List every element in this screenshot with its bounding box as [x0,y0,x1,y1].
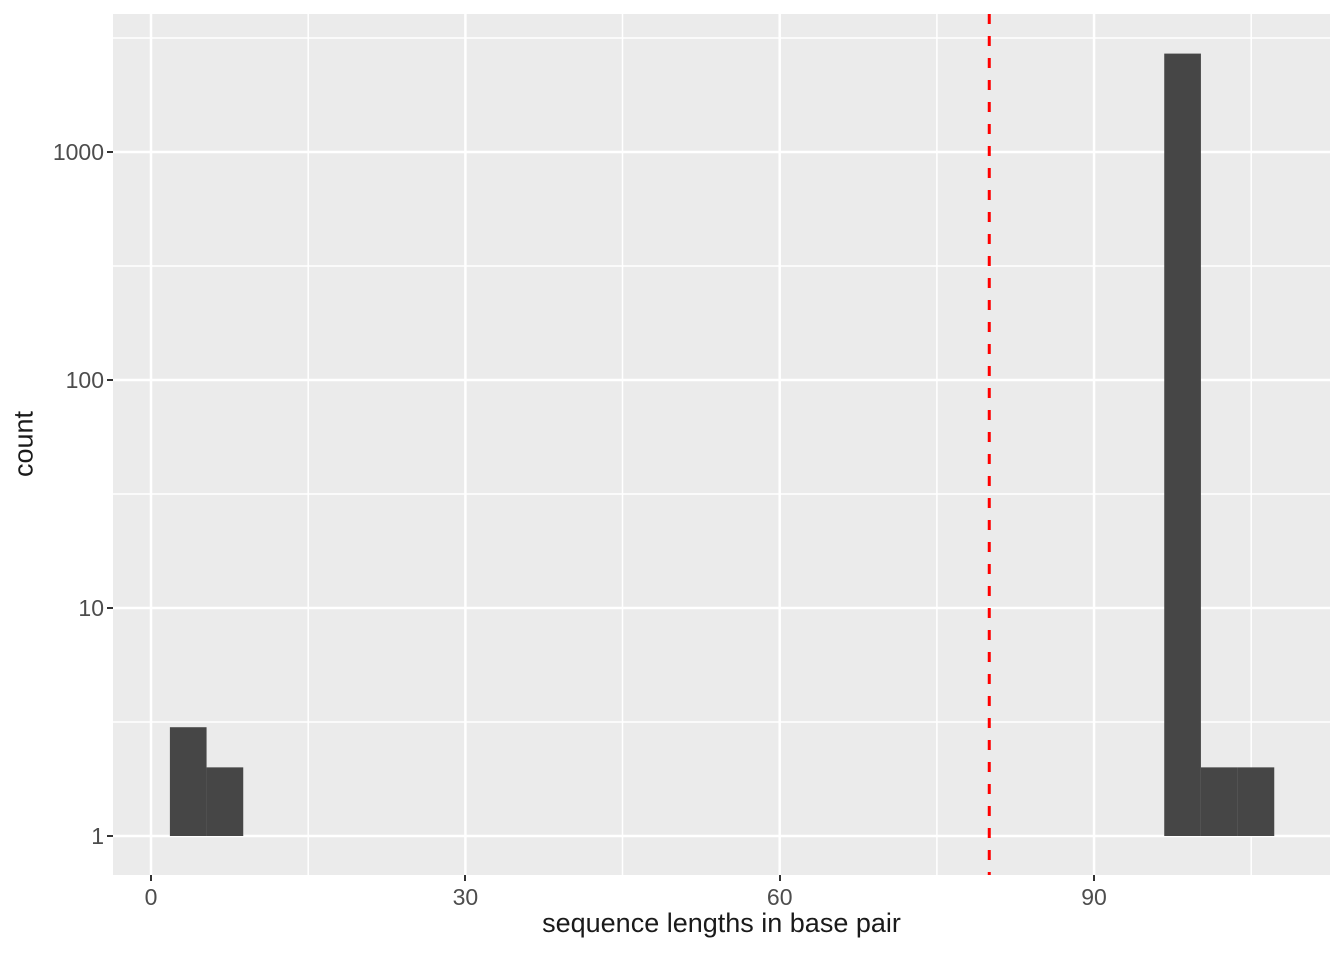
x-tick-label: 0 [144,884,158,910]
x-tick-mark [150,875,153,881]
y-tick-mark [107,378,113,381]
histogram-bar [1164,53,1201,837]
y-tick-mark [107,606,113,609]
y-tick-mark [107,150,113,153]
y-tick-label: 10 [78,594,104,621]
y-axis-title: count [8,410,39,478]
x-tick-label: 30 [452,884,479,910]
plot-panel [113,14,1330,875]
y-tick-mark [107,835,113,837]
histogram-bar [206,767,244,837]
histogram-plot-area [113,14,1330,875]
histogram-bar [169,727,207,837]
y-tick-label: 1000 [52,138,104,165]
x-axis-title: sequence lengths in base pair [542,908,901,938]
y-tick-label: 1 [91,823,104,849]
panel-background [113,14,1330,875]
histogram-bar [1237,767,1275,837]
x-tick-mark [778,875,781,881]
y-tick-label: 100 [65,366,104,393]
x-tick-mark [464,875,467,881]
x-tick-label: 60 [766,884,793,910]
histogram-bar [1200,767,1238,837]
x-tick-label: 90 [1081,884,1107,910]
x-tick-mark [1093,875,1096,881]
